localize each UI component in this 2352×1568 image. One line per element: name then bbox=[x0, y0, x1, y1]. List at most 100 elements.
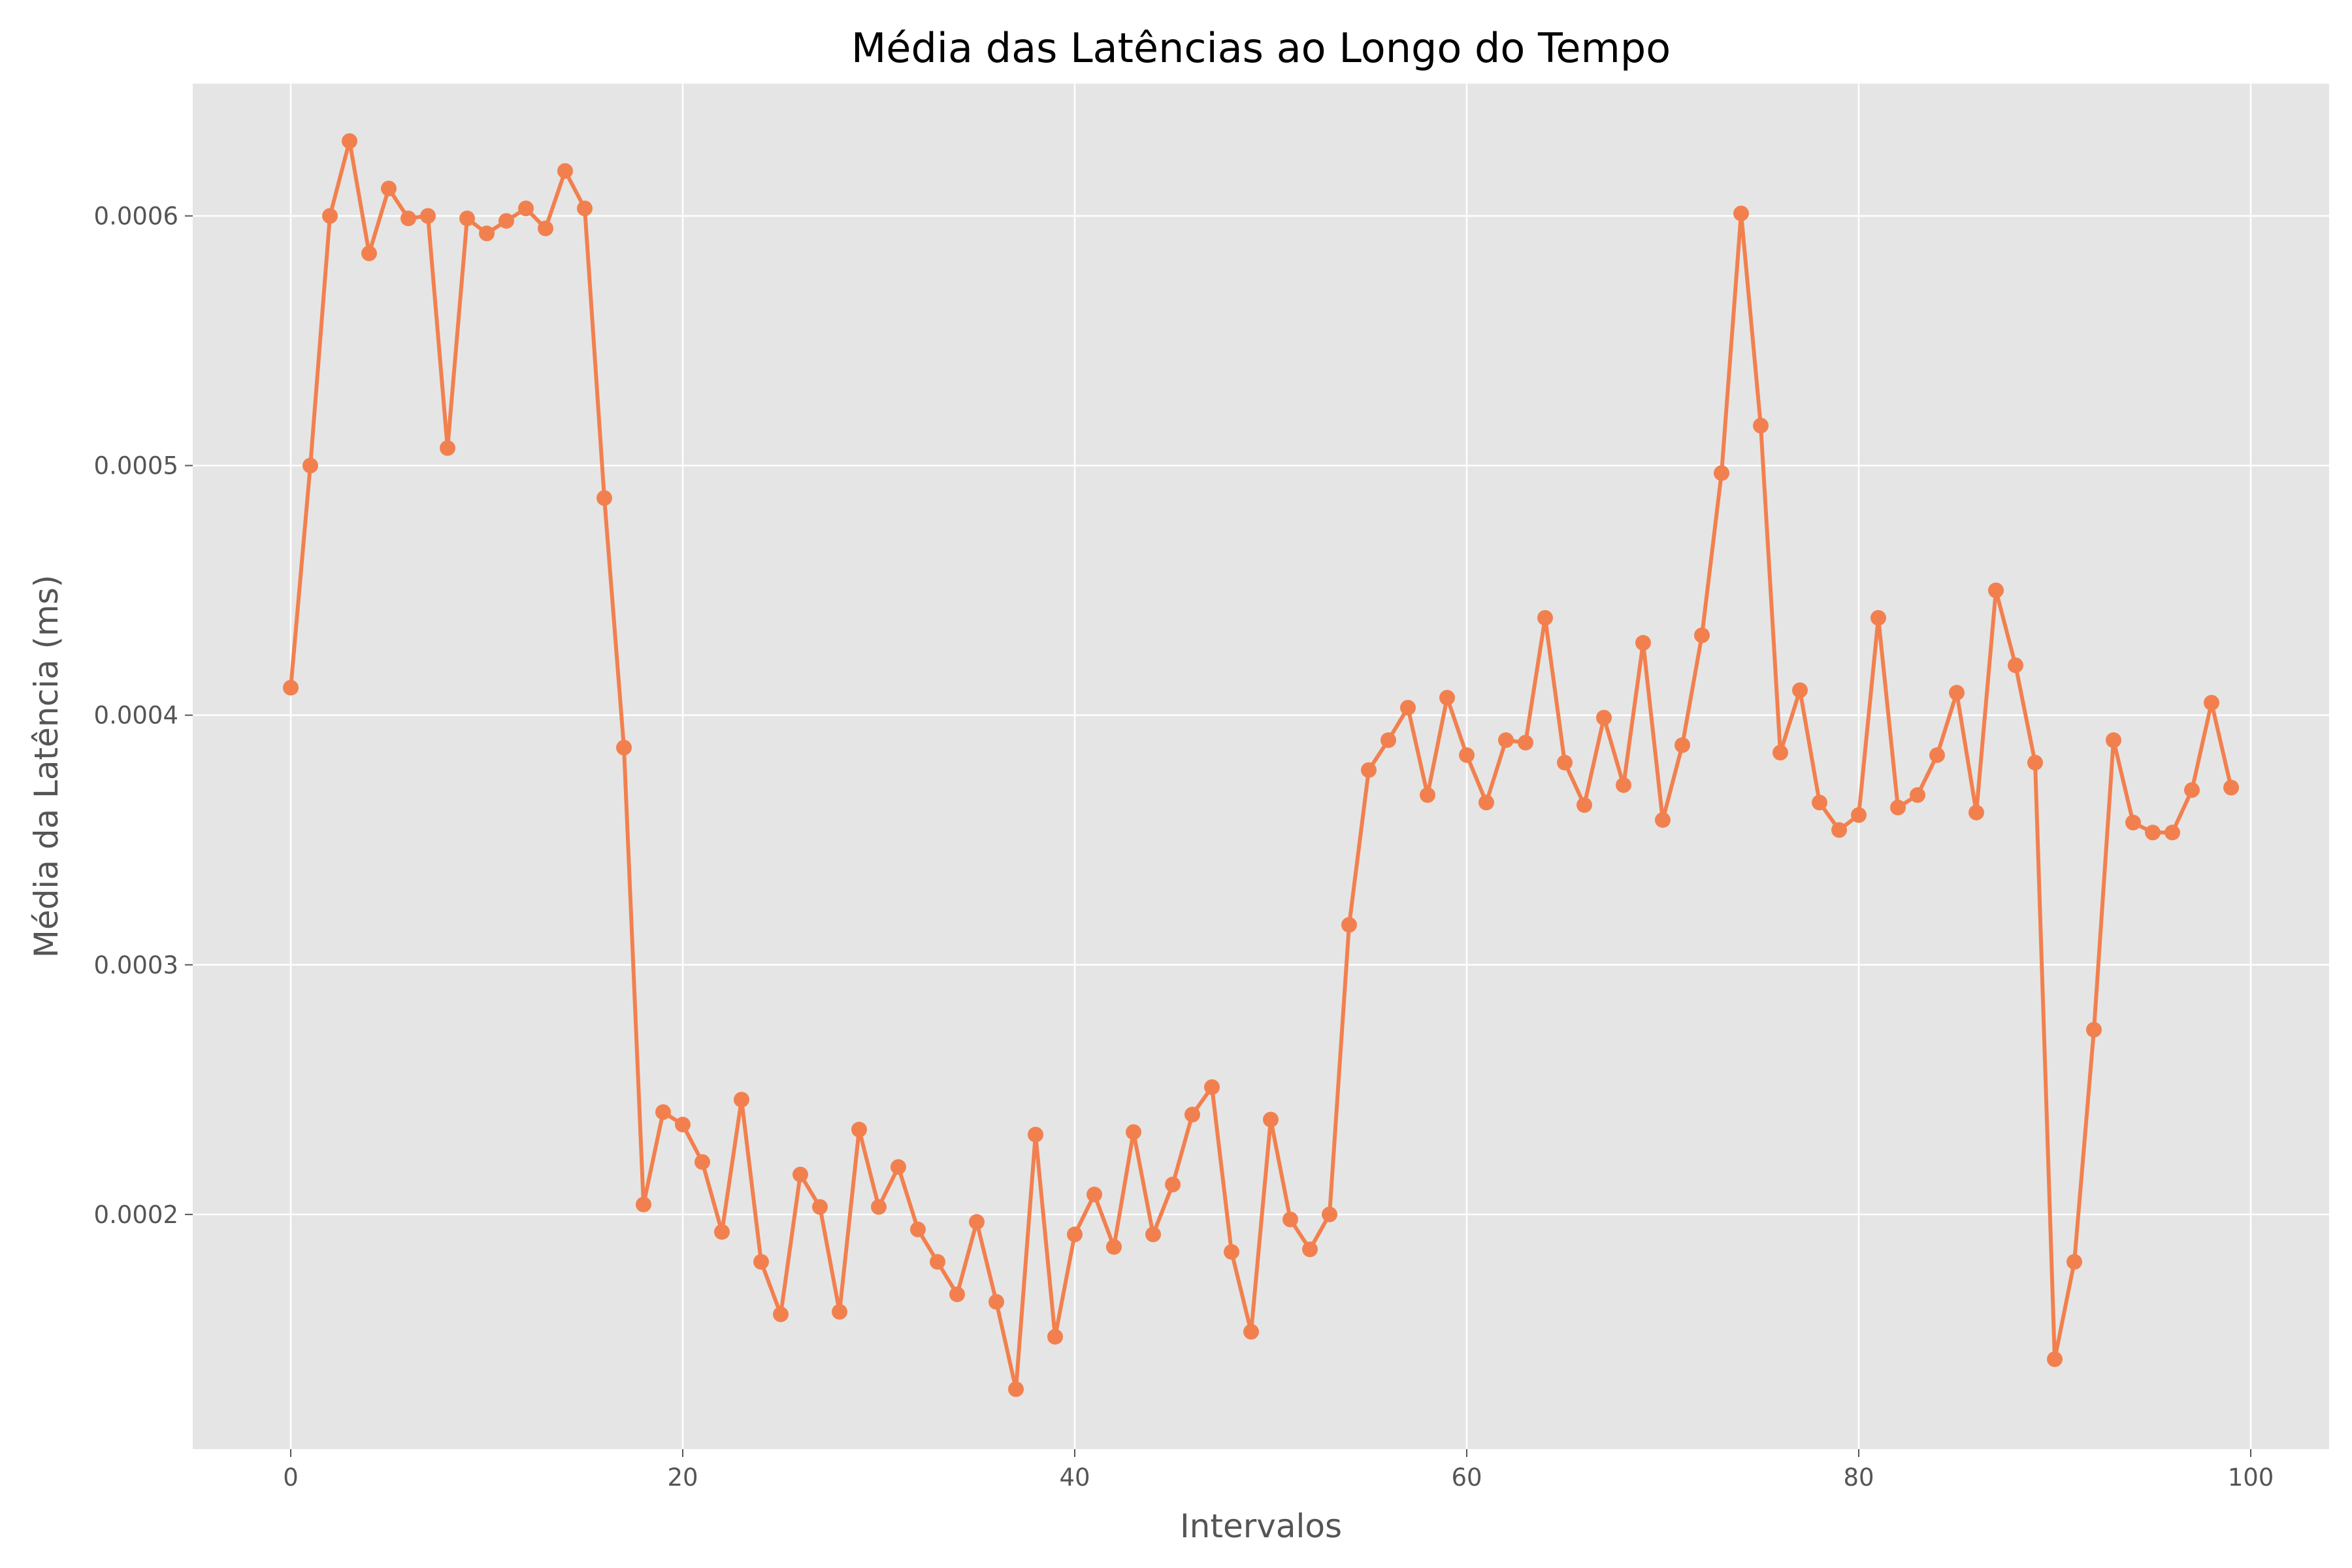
series-latency bbox=[283, 133, 2239, 1397]
data-point bbox=[1106, 1239, 1122, 1255]
data-point bbox=[1361, 762, 1377, 778]
data-point bbox=[1165, 1177, 1181, 1192]
data-point bbox=[283, 679, 299, 696]
data-point bbox=[2184, 782, 2200, 798]
data-point bbox=[459, 210, 475, 227]
data-point bbox=[675, 1117, 691, 1133]
data-point bbox=[342, 133, 357, 149]
data-point bbox=[1224, 1244, 1239, 1260]
data-point bbox=[1341, 917, 1357, 933]
data-point bbox=[1420, 787, 1435, 803]
x-axis-label: Intervalos bbox=[1180, 1507, 1342, 1545]
data-point bbox=[930, 1254, 945, 1270]
data-point bbox=[1635, 634, 1651, 651]
data-point bbox=[1008, 1381, 1024, 1397]
data-point bbox=[1596, 710, 1612, 726]
y-tick-label: 0.0004 bbox=[94, 702, 178, 730]
data-point bbox=[1655, 812, 1671, 828]
data-point bbox=[812, 1199, 828, 1215]
data-point bbox=[1616, 777, 1631, 793]
grid-lines bbox=[193, 84, 2329, 1449]
data-point bbox=[1498, 732, 1514, 748]
x-tick-label: 60 bbox=[1451, 1463, 1482, 1492]
y-tick-label: 0.0006 bbox=[94, 203, 178, 231]
data-point bbox=[1831, 822, 1847, 838]
data-point bbox=[1518, 734, 1533, 751]
data-point bbox=[2125, 815, 2141, 830]
data-point bbox=[1028, 1126, 1043, 1143]
data-point bbox=[792, 1166, 808, 1183]
data-point bbox=[832, 1303, 847, 1320]
data-point bbox=[2145, 825, 2161, 841]
data-point bbox=[1910, 787, 1925, 803]
data-point bbox=[734, 1092, 749, 1108]
data-point bbox=[1733, 205, 1749, 221]
data-point bbox=[577, 201, 593, 216]
data-point bbox=[1067, 1226, 1083, 1243]
data-point bbox=[1459, 747, 1475, 763]
data-point bbox=[773, 1306, 789, 1322]
data-point bbox=[655, 1104, 671, 1120]
data-point bbox=[1753, 417, 1769, 434]
data-point bbox=[400, 210, 416, 227]
data-point bbox=[2066, 1254, 2082, 1270]
data-point bbox=[1870, 610, 1886, 626]
data-point bbox=[988, 1294, 1004, 1310]
y-tick-label: 0.0005 bbox=[94, 452, 178, 480]
data-point bbox=[910, 1221, 926, 1237]
data-point bbox=[1126, 1124, 1141, 1140]
data-point bbox=[440, 440, 455, 456]
data-point bbox=[1714, 465, 1729, 482]
data-point bbox=[1812, 794, 1827, 811]
data-point bbox=[753, 1254, 769, 1270]
data-point bbox=[596, 490, 612, 506]
data-point bbox=[2008, 657, 2023, 674]
data-point bbox=[518, 201, 534, 216]
x-tick-label: 80 bbox=[1843, 1463, 1874, 1492]
data-point bbox=[557, 163, 573, 179]
data-point bbox=[1557, 755, 1573, 771]
x-axis-ticks: 0 20 40 60 80 100 bbox=[283, 1449, 2274, 1492]
data-point bbox=[2164, 825, 2180, 841]
data-point bbox=[498, 213, 514, 229]
data-point bbox=[1772, 745, 1788, 760]
data-point bbox=[420, 208, 436, 224]
data-point bbox=[694, 1154, 710, 1170]
chart-title: Média das Latências ao Longo do Tempo bbox=[851, 24, 1671, 72]
data-point bbox=[1478, 794, 1494, 811]
data-point bbox=[2047, 1351, 2063, 1367]
data-point bbox=[1282, 1211, 1298, 1228]
data-point bbox=[1674, 737, 1690, 753]
data-point bbox=[1851, 807, 1867, 823]
x-tick-label: 20 bbox=[667, 1463, 698, 1492]
data-point bbox=[1792, 682, 1808, 698]
data-point bbox=[890, 1159, 906, 1175]
data-point bbox=[1694, 627, 1710, 644]
data-point bbox=[851, 1121, 867, 1137]
data-point bbox=[1145, 1226, 1161, 1243]
data-point bbox=[2223, 779, 2239, 796]
data-point bbox=[1243, 1324, 1259, 1340]
data-point bbox=[1322, 1206, 1337, 1222]
data-point bbox=[1949, 685, 1965, 701]
x-tick-label: 40 bbox=[1059, 1463, 1090, 1492]
data-point bbox=[1439, 689, 1455, 706]
data-point bbox=[636, 1196, 651, 1213]
data-point bbox=[302, 457, 318, 474]
data-point bbox=[1086, 1186, 1102, 1203]
data-point bbox=[538, 220, 553, 237]
data-point bbox=[616, 740, 632, 756]
data-point bbox=[1576, 797, 1592, 813]
data-point bbox=[1302, 1241, 1318, 1258]
x-tick-label: 100 bbox=[2228, 1463, 2274, 1492]
data-point bbox=[2027, 755, 2043, 771]
data-point bbox=[1890, 800, 1906, 815]
data-point bbox=[2204, 694, 2219, 711]
data-point bbox=[1263, 1111, 1279, 1128]
data-point bbox=[1184, 1107, 1200, 1122]
data-point bbox=[322, 208, 338, 224]
y-tick-label: 0.0002 bbox=[94, 1201, 178, 1229]
y-tick-label: 0.0003 bbox=[94, 951, 178, 979]
x-tick-label: 0 bbox=[283, 1463, 299, 1492]
